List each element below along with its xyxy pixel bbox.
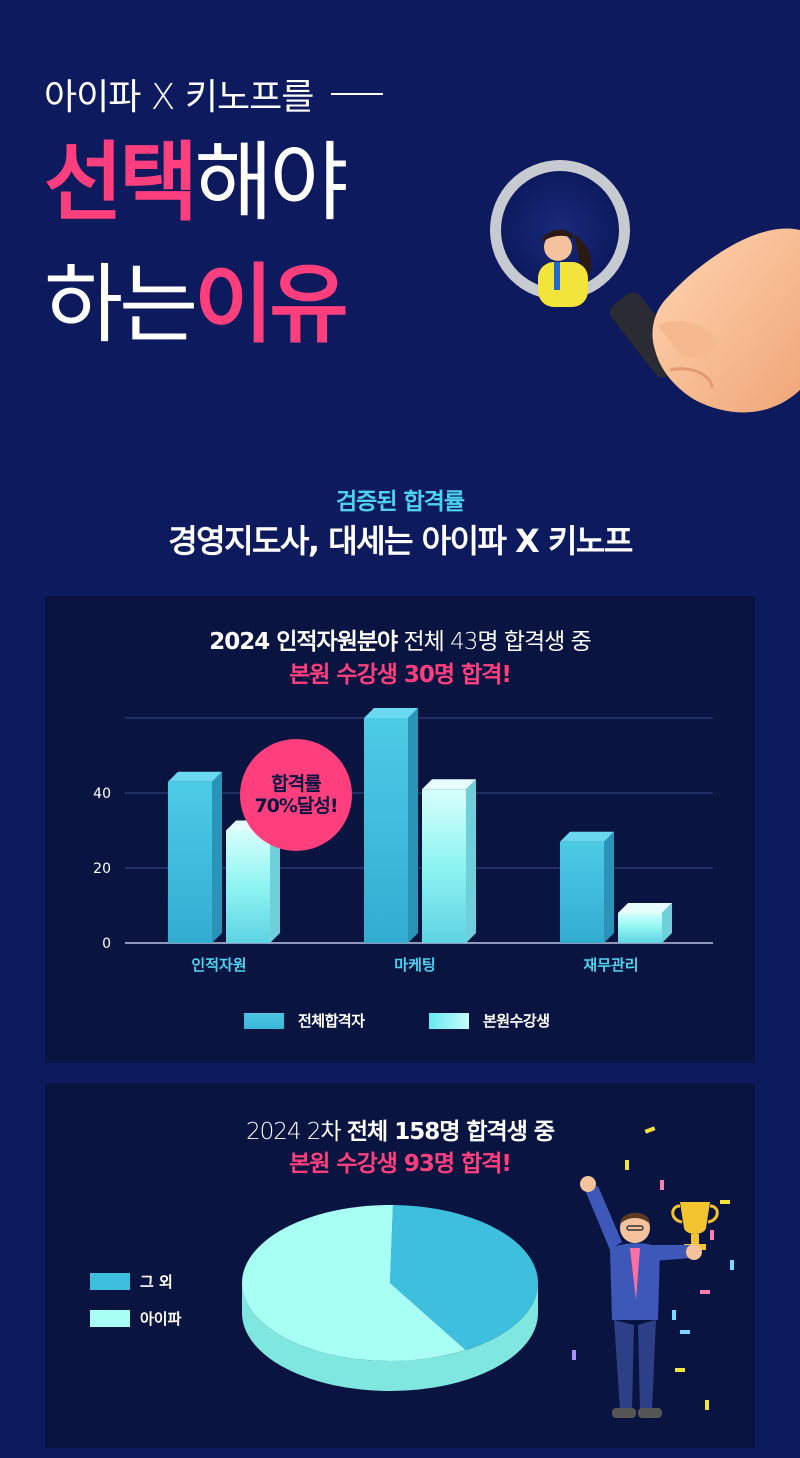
bar-top	[560, 831, 614, 842]
bar-ours-3	[618, 913, 662, 943]
bar-side	[604, 831, 614, 943]
y-tick-label: 40	[93, 786, 111, 802]
hero-subtitle: 아이파 X 키노프를	[44, 68, 384, 120]
bar-side	[662, 903, 672, 943]
legend-item-ours: 본원수강생	[429, 1010, 550, 1031]
pie-chart	[242, 1205, 539, 1391]
hero-dash	[331, 93, 384, 95]
pie-chart-highlight: 본원 수강생 93명 합격!	[289, 1151, 512, 1177]
section-title: 경영지도사, 대세는 아이파 X 키노프	[168, 522, 633, 560]
confetti	[572, 1126, 734, 1410]
pie-extrusion	[242, 1283, 538, 1391]
y-tick-label: 20	[93, 861, 111, 877]
bar-chart-title-bold: 2024 인적자원분야	[209, 629, 398, 655]
pie-chart-card: 2024 2차 전체 158명 합격생 중 본원 수강생 93명 합격! 그 외…	[45, 1083, 755, 1448]
x-category-label: 재무관리	[583, 956, 638, 974]
pie-legend-swatch-ipa	[90, 1310, 130, 1327]
bar-total-1	[168, 781, 212, 943]
bar-top	[168, 771, 222, 782]
pie-slice-2	[242, 1205, 466, 1361]
bar-chart-title-rest: 전체 43명 합격생 중	[397, 629, 591, 655]
x-category-label: 마케팅	[394, 956, 435, 974]
bar-side	[408, 708, 418, 943]
badge-line2: 70%달성!	[254, 795, 338, 817]
pie-chart-title-rest: 2024 2차	[245, 1119, 347, 1145]
x-category-label: 인적자원	[191, 956, 246, 974]
bar-top	[364, 708, 418, 718]
bar-ours-2	[422, 789, 466, 943]
bar-chart-highlight: 본원 수강생 30명 합격!	[289, 662, 512, 688]
hero-headline-line2: 하는이유	[44, 262, 349, 348]
legend-item-total: 전체합격자	[244, 1010, 365, 1031]
pie-legend-label-ipa: 아이파	[140, 1310, 182, 1328]
bar-total-3	[560, 841, 604, 943]
hero-word: 해야	[194, 133, 348, 233]
pie-side	[242, 1283, 538, 1391]
person-in-lens	[538, 229, 592, 307]
hero-accent-word: 이유	[194, 255, 348, 355]
pie-legend-item-ipa: 아이파	[90, 1308, 181, 1329]
pie-legend-label-other: 그 외	[140, 1273, 173, 1291]
legend-swatch-total	[244, 1012, 284, 1029]
winner-trophy-illustration	[572, 1126, 734, 1418]
bar-side	[212, 771, 222, 943]
bar-ours-1	[226, 830, 270, 943]
pie-legend-item-other: 그 외	[90, 1271, 173, 1292]
hero-headline-line1: 선택해야	[44, 140, 349, 226]
pass-rate-badge: 합격률 70%달성!	[240, 739, 352, 851]
legend-label-total: 전체합격자	[298, 1012, 365, 1030]
pie-chart-title-bold: 전체 158명 합격생 중	[346, 1119, 555, 1145]
hero-word: 하는	[44, 255, 198, 355]
hero-accent-word: 선택	[44, 133, 198, 233]
bar-top	[422, 779, 476, 790]
section-kicker: 검증된 합격률	[336, 489, 465, 515]
badge-line1: 합격률	[271, 773, 321, 795]
bar-side	[466, 779, 476, 943]
hero-subtitle-text: 아이파 X 키노프를	[44, 77, 314, 118]
legend-swatch-ours	[429, 1012, 469, 1029]
bar-chart-card: 2024 인적자원분야 전체 43명 합격생 중 본원 수강생 30명 합격! …	[45, 596, 755, 1063]
pie-slice-1	[390, 1205, 539, 1351]
legend-label-ours: 본원수강생	[483, 1012, 550, 1030]
bar-chart: 0 20 40 인적자원 마케팅 재무관리	[93, 708, 713, 974]
bar-side	[270, 820, 280, 943]
bar-top	[618, 903, 672, 913]
magnifier-illustration	[490, 160, 800, 413]
pie-chart-title: 2024 2차 전체 158명 합격생 중	[45, 1117, 755, 1147]
bar-total-2	[364, 718, 408, 943]
y-tick-label: 0	[102, 936, 111, 952]
bar-chart-title: 2024 인적자원분야 전체 43명 합격생 중	[45, 627, 755, 657]
pie-legend-swatch-other	[90, 1273, 130, 1290]
